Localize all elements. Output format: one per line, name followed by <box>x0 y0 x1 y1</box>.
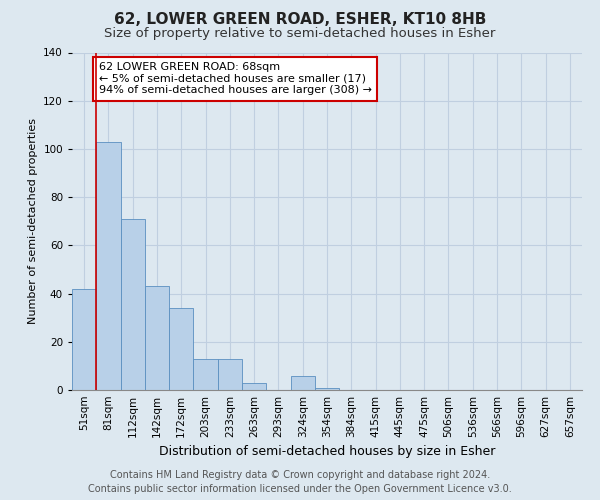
Bar <box>242 383 266 390</box>
Bar <box>218 358 242 390</box>
Text: 62 LOWER GREEN ROAD: 68sqm
← 5% of semi-detached houses are smaller (17)
94% of : 62 LOWER GREEN ROAD: 68sqm ← 5% of semi-… <box>99 62 372 96</box>
Bar <box>121 219 145 390</box>
Bar <box>315 388 339 390</box>
Bar <box>193 358 218 390</box>
X-axis label: Distribution of semi-detached houses by size in Esher: Distribution of semi-detached houses by … <box>159 446 495 458</box>
Text: Contains HM Land Registry data © Crown copyright and database right 2024.
Contai: Contains HM Land Registry data © Crown c… <box>88 470 512 494</box>
Y-axis label: Number of semi-detached properties: Number of semi-detached properties <box>28 118 38 324</box>
Bar <box>290 376 315 390</box>
Bar <box>169 308 193 390</box>
Bar <box>145 286 169 390</box>
Text: Size of property relative to semi-detached houses in Esher: Size of property relative to semi-detach… <box>104 28 496 40</box>
Bar <box>72 289 96 390</box>
Text: 62, LOWER GREEN ROAD, ESHER, KT10 8HB: 62, LOWER GREEN ROAD, ESHER, KT10 8HB <box>114 12 486 28</box>
Bar <box>96 142 121 390</box>
